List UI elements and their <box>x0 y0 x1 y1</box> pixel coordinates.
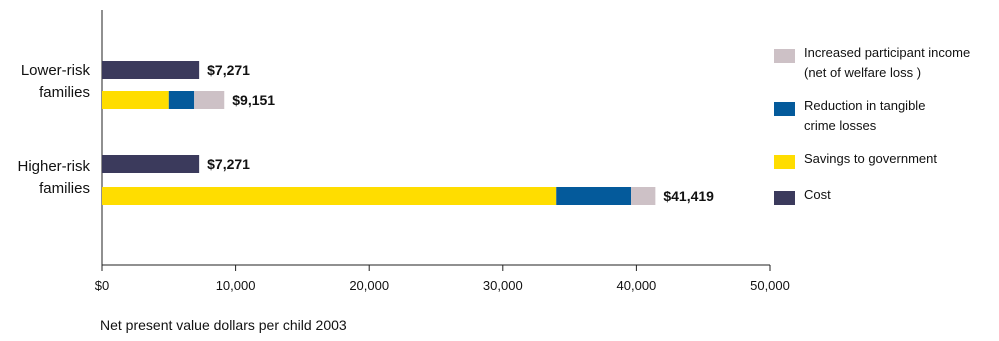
legend-label: (net of welfare loss ) <box>804 65 921 80</box>
bar-segment <box>102 187 557 205</box>
category-label: families <box>39 84 90 101</box>
legend-label: Cost <box>804 187 831 202</box>
bar-segment <box>102 61 200 79</box>
category-label: Higher-risk <box>17 158 90 175</box>
legend-swatch <box>774 191 795 205</box>
x-axis-label: Net present value dollars per child 2003 <box>100 317 347 333</box>
legend-label: Increased participant income <box>804 45 970 60</box>
category-label: Lower-risk <box>21 62 91 79</box>
legend-label: Savings to government <box>804 151 937 166</box>
x-tick-label: $0 <box>95 278 109 293</box>
bar-total-label: $41,419 <box>663 188 714 204</box>
legend: Increased participant income (net of welf… <box>774 45 970 205</box>
legend-label: Reduction in tangible <box>804 98 925 113</box>
bar-segment <box>631 187 656 205</box>
x-tick-label: 40,000 <box>617 278 657 293</box>
bar-segment <box>168 91 195 109</box>
legend-label: crime losses <box>804 118 877 133</box>
bar-total-label: $7,271 <box>207 62 250 78</box>
x-tick-label: 50,000 <box>750 278 790 293</box>
bar-segment <box>102 155 200 173</box>
x-tick-label: 30,000 <box>483 278 523 293</box>
bar-segment <box>556 187 632 205</box>
bar-total-label: $9,151 <box>232 92 275 108</box>
bar-segment <box>194 91 225 109</box>
legend-swatch <box>774 49 795 63</box>
legend-swatch <box>774 155 795 169</box>
x-tick-label: 20,000 <box>349 278 389 293</box>
x-tick-label: 10,000 <box>216 278 256 293</box>
bar-total-label: $7,271 <box>207 156 250 172</box>
legend-swatch <box>774 102 795 116</box>
category-label: families <box>39 180 90 197</box>
bar-segment <box>102 91 169 109</box>
plot-area: $0 10,000 20,000 30,000 40,000 50,000 Lower-ri… <box>17 10 790 293</box>
